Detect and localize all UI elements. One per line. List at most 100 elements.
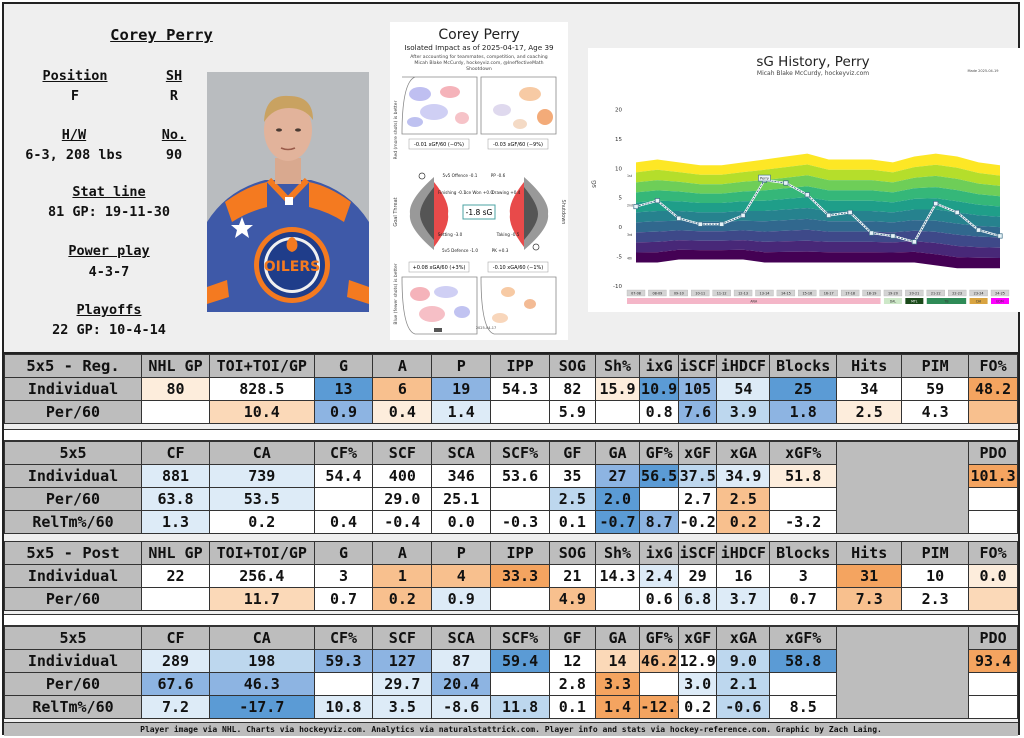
column-header: CA	[209, 441, 315, 465]
x-tick-box	[669, 289, 688, 297]
stat-cell: 0.2	[716, 510, 771, 534]
left-axis-top: Red (more shots) is better	[393, 100, 399, 159]
chart-corner-note: Made 2025-04-19	[968, 69, 999, 73]
section-title: 5x5	[3, 626, 143, 650]
stat-cell: -0.3	[490, 510, 550, 534]
x-tick-label: 15-16	[802, 292, 812, 296]
sg-point	[976, 227, 982, 233]
stat-cell: 54	[716, 377, 771, 401]
right-threat-label: Shutdown	[560, 200, 566, 225]
percentile-band	[636, 186, 1000, 207]
y-tick-label: -10	[613, 284, 622, 290]
x-tick-box	[990, 289, 1010, 297]
shoots-label: SH	[165, 68, 183, 84]
column-header: xGF	[677, 441, 718, 465]
position-value: F	[70, 88, 80, 104]
stat-cell: 35	[549, 464, 596, 488]
column-header: A	[372, 541, 433, 565]
stat-cell: 289	[141, 649, 211, 673]
stat-cell: 6	[372, 377, 433, 401]
column-header: GF	[549, 441, 596, 465]
stat-cell: 10.4	[209, 400, 315, 424]
team-label: EDM	[996, 300, 1003, 304]
sg-point	[933, 201, 939, 207]
stat-cell: 1.4	[594, 695, 641, 719]
stat-cell	[141, 400, 211, 424]
percentile-band	[636, 249, 1000, 269]
filler-cell	[836, 626, 970, 719]
header-row: 5x5 - Reg. NHL GP TOI+TOI/GP G A P IPP SOG Sh% i…	[3, 354, 1018, 378]
player-photo: OILERS	[207, 72, 369, 312]
rink-bottom-left	[401, 276, 478, 335]
stat-cell	[490, 487, 550, 511]
sg-line: Perry	[633, 174, 1003, 245]
stat-cell: 11.7	[209, 587, 315, 611]
shotmap-date: 2025-04-17	[476, 326, 496, 330]
stat-cell: 2.5	[836, 400, 903, 424]
stat-cell: 10.8	[313, 695, 374, 719]
table-row: Per/60 63.8 53.5 29.0 25.1 2.5 2.0 2.7 2.5	[3, 487, 1018, 511]
table-row: Individual 881 739 54.4 400 346 53.6 35 27 56.5 37…	[3, 464, 1018, 488]
row-label: Individual	[3, 377, 143, 401]
peak-marker-label: Perry	[760, 177, 769, 181]
column-header: SCF	[372, 626, 433, 650]
table-row: Individual 289 198 59.3 127 87 59.4 12 14 46.2 12.…	[3, 649, 1018, 673]
stat-cell: 198	[209, 649, 315, 673]
stat-cell	[490, 587, 550, 611]
sg-point	[890, 233, 896, 239]
stat-cell: 881	[141, 464, 211, 488]
row-label: Per/60	[3, 400, 143, 424]
stat-cell: 16	[716, 564, 771, 588]
stat-cell: 12	[549, 649, 596, 673]
stat-cell: 0.4	[372, 400, 433, 424]
left-threat-label: Goal Threat	[393, 197, 399, 226]
column-header: TOI+TOI/GP	[209, 541, 315, 565]
stat-cell: 21	[549, 564, 596, 588]
distribution-left	[409, 172, 449, 250]
percentile-band	[636, 164, 1000, 186]
statline-value: 81 GP: 19-11-30	[48, 204, 170, 220]
team-label: ANA	[750, 300, 758, 304]
stat-cell: 63.8	[141, 487, 211, 511]
rink-top-right	[480, 76, 557, 135]
column-header: FO%	[968, 541, 1018, 565]
sg-point	[676, 215, 682, 221]
stat-cell: 46.3	[209, 672, 315, 696]
x-tick-label: 24-25	[995, 292, 1005, 296]
power-play-label: Power play	[68, 243, 150, 259]
column-header: NHL GP	[141, 541, 211, 565]
stat-cell: 14	[594, 649, 641, 673]
x-tick-box	[969, 289, 988, 297]
stat-cell	[594, 587, 641, 611]
x-tick-box	[626, 289, 646, 297]
x-tick-label: 21-22	[931, 292, 941, 296]
stat-cell: 2.5	[716, 487, 771, 511]
stat-cell: 7.3	[836, 587, 903, 611]
column-header: SCA	[431, 626, 492, 650]
regular-season-onice-table: 5x5 CF CA CF% SCF SCA SCF% GF GA GF% xGF xGA xGF% PDO…	[3, 441, 1018, 534]
stat-cell: 14.3	[594, 564, 641, 588]
sub-label: PP -0.6	[491, 173, 506, 178]
sg-point	[954, 209, 960, 215]
x-tick-label: 10-11	[695, 292, 705, 296]
stat-cell: 105	[677, 377, 718, 401]
shotmap-credit: Micah Blake McCurdy, hockeyviz.com, @Ine…	[414, 60, 543, 66]
column-header: CF%	[313, 626, 374, 650]
stat-cell: 22	[141, 564, 211, 588]
sub-label: Setting -3.0	[438, 232, 463, 237]
stat-cell: 54.4	[313, 464, 374, 488]
spacer	[4, 429, 1018, 441]
stat-cell: 6.8	[677, 587, 718, 611]
band-label: 2nd	[627, 204, 633, 208]
percentile-band	[636, 153, 1000, 176]
stat-cell: 7.6	[677, 400, 718, 424]
row-label: RelTm%/60	[3, 695, 143, 719]
stat-cell: 31	[836, 564, 903, 588]
x-tick-box	[776, 289, 796, 297]
empty-cell	[968, 510, 1018, 534]
column-header: PIM	[901, 541, 970, 565]
stat-cell: -0.6	[716, 695, 771, 719]
stat-cell: -3.2	[769, 510, 838, 534]
shoots-value: R	[169, 88, 179, 104]
sg-point	[697, 221, 703, 227]
